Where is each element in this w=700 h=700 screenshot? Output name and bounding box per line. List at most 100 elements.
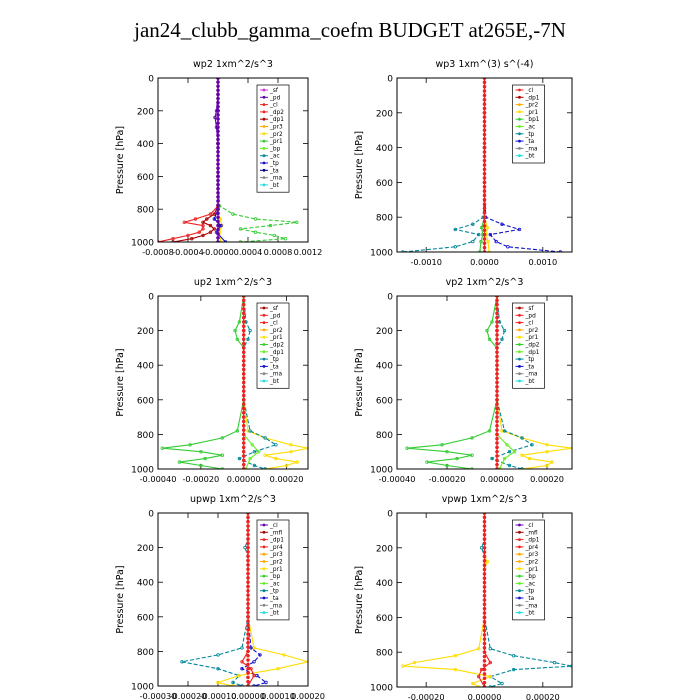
plot-frame xyxy=(157,295,309,470)
zero-line-marker xyxy=(482,119,487,124)
series-point xyxy=(494,239,498,244)
legend-entry: _tp xyxy=(269,357,279,363)
y-tick-label: 200 xyxy=(376,544,393,554)
legend-marker xyxy=(262,110,266,114)
series-point xyxy=(455,456,459,461)
zero-line-marker xyxy=(482,676,487,681)
zero-line-marker xyxy=(482,580,487,585)
zero-line-marker xyxy=(216,88,220,93)
plot-frame xyxy=(396,295,573,470)
plot-frame xyxy=(157,77,309,243)
zero-line-marker xyxy=(216,195,220,199)
zero-line-marker xyxy=(216,182,220,187)
legend-box xyxy=(256,84,290,193)
zero-line-marker xyxy=(495,298,499,303)
legend-marker xyxy=(262,523,266,527)
x-tick-label: 0.00020 xyxy=(291,691,325,700)
series-point xyxy=(203,456,207,461)
zero-line-marker xyxy=(216,145,220,150)
y-tick-label: 200 xyxy=(137,544,154,554)
zero-line-marker xyxy=(216,121,220,125)
y-tick-label: 1000 xyxy=(131,683,154,693)
y-tick-label: 400 xyxy=(137,362,154,372)
zero-line-marker xyxy=(246,571,250,576)
series-point xyxy=(233,328,237,333)
zero-line-marker xyxy=(482,524,487,528)
series-point xyxy=(552,660,557,665)
series-point xyxy=(487,337,492,341)
zero-line-marker xyxy=(241,393,246,398)
series-point xyxy=(248,328,252,333)
legend-marker xyxy=(518,611,521,614)
series-point xyxy=(289,443,293,447)
series-line-dp2 xyxy=(406,296,498,469)
legend-marker xyxy=(262,589,266,593)
series-point xyxy=(238,227,243,231)
legend-box xyxy=(512,519,545,621)
series-point xyxy=(488,674,492,679)
zero-line-marker xyxy=(495,402,499,406)
y-tick-label: 0 xyxy=(387,293,393,303)
legend-entry: _pr2 xyxy=(269,560,283,566)
series-point xyxy=(240,684,244,686)
zero-line-marker xyxy=(216,236,220,240)
zero-line-marker xyxy=(495,445,499,450)
legend-entry: _ma xyxy=(269,372,283,378)
zero-line-marker xyxy=(482,515,487,520)
zero-line-marker xyxy=(241,298,246,303)
legend-entry: _ma xyxy=(525,372,539,378)
series-point xyxy=(490,320,494,324)
series-point xyxy=(220,467,224,469)
series-point xyxy=(488,685,492,687)
zero-line-marker xyxy=(482,158,487,163)
zero-line-marker xyxy=(241,445,246,450)
series-group xyxy=(158,78,299,242)
series-point xyxy=(502,456,507,461)
x-tick-label: 0.0000 xyxy=(470,257,499,267)
legend-entry: _tp xyxy=(269,161,279,167)
legend-marker xyxy=(262,176,266,180)
series-point xyxy=(250,443,254,447)
zero-line-marker xyxy=(482,572,487,576)
legend-marker xyxy=(518,117,521,121)
zero-line-marker xyxy=(216,215,220,220)
series-point xyxy=(212,227,216,231)
plot-frame xyxy=(157,512,309,687)
zero-line-marker xyxy=(241,363,246,368)
zero-line-marker xyxy=(241,302,246,307)
series-point xyxy=(201,223,205,228)
legend-marker xyxy=(518,530,521,534)
zero-line-marker xyxy=(241,324,246,329)
zero-line-marker xyxy=(495,341,499,346)
series-point xyxy=(282,653,286,657)
zero-line-marker xyxy=(241,458,246,463)
zero-line-marker xyxy=(495,449,499,454)
legend-entry: _ma xyxy=(269,603,283,609)
zero-line-marker xyxy=(495,462,499,467)
zero-line-marker xyxy=(482,637,487,642)
series-point xyxy=(258,653,262,657)
zero-line-marker xyxy=(495,410,499,415)
zero-line-marker xyxy=(482,206,487,211)
zero-line-marker xyxy=(216,80,220,84)
legend-entry: _bt xyxy=(269,379,280,385)
series-point xyxy=(264,680,268,685)
zero-line-marker xyxy=(495,376,499,381)
y-tick-label: 0 xyxy=(148,293,154,303)
zero-line-marker xyxy=(241,384,246,389)
zero-line-marker xyxy=(246,593,250,598)
legend-entry: _dp2 xyxy=(525,343,540,349)
legend-entry: _pd xyxy=(269,313,281,319)
legend-marker xyxy=(518,589,521,593)
series-point xyxy=(405,446,409,450)
legend-entry: _cl xyxy=(269,103,278,109)
y-tick-label: 800 xyxy=(376,431,393,441)
zero-line-marker xyxy=(482,659,487,663)
series-point xyxy=(477,674,481,679)
legend-marker xyxy=(262,321,266,324)
zero-line-marker xyxy=(482,598,487,602)
series-point xyxy=(216,653,220,657)
y-tick-label: 1000 xyxy=(370,684,393,694)
legend-marker xyxy=(262,183,266,187)
legend-entry: _mfl xyxy=(269,530,283,536)
